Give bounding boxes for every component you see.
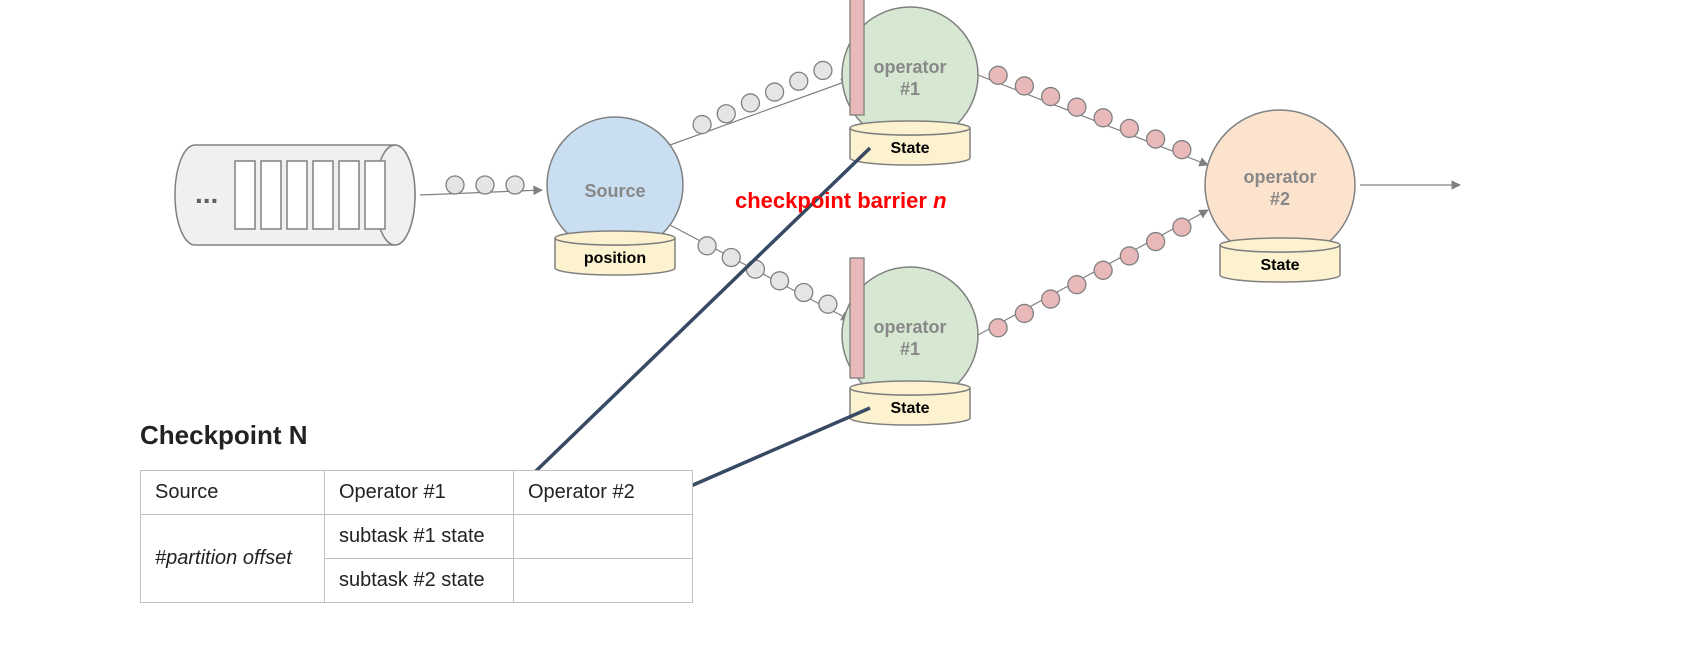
stream-dot	[790, 72, 808, 90]
empty-cell	[514, 559, 693, 603]
checkpoint-barrier	[850, 258, 864, 378]
partition-offset-cell: #partition offset	[141, 515, 325, 603]
svg-text:position: position	[584, 250, 646, 267]
checkpoint-table: Source Operator #1 Operator #2 #partitio…	[140, 470, 693, 603]
stream-dot	[771, 272, 789, 290]
stream-dot	[693, 116, 711, 134]
queue-slot	[261, 161, 281, 229]
queue-slot	[339, 161, 359, 229]
svg-text:operator: operator	[873, 57, 946, 77]
subtask-1-cell: subtask #1 state	[325, 515, 514, 559]
stream-dot	[989, 319, 1007, 337]
svg-text:State: State	[1260, 257, 1299, 274]
edge	[670, 80, 850, 145]
stream-dot	[722, 249, 740, 267]
stream-dot	[795, 284, 813, 302]
stream-dot	[766, 83, 784, 101]
stream-dot	[1094, 261, 1112, 279]
subtask-2-cell: subtask #2 state	[325, 559, 514, 603]
stream-dot	[1015, 77, 1033, 95]
table-row: Source Operator #1 Operator #2	[141, 471, 693, 515]
table-row: #partition offset subtask #1 state	[141, 515, 693, 559]
stream-dot	[1042, 290, 1060, 308]
checkpoint-barrier	[850, 0, 864, 115]
stream-dot	[1094, 109, 1112, 127]
stream-dot	[1120, 247, 1138, 265]
stream-dot	[741, 94, 759, 112]
checkpoint-barrier-label: checkpoint barrier n	[735, 188, 947, 214]
stream-dot	[446, 176, 464, 194]
checkpoint-title: Checkpoint N	[140, 420, 308, 451]
stream-dot	[989, 66, 1007, 84]
stream-dot	[1147, 233, 1165, 251]
stream-dot	[1173, 141, 1191, 159]
stream-dot	[819, 295, 837, 313]
svg-text:#1: #1	[900, 79, 920, 99]
col-op1: Operator #1	[325, 471, 514, 515]
stream-dot	[814, 61, 832, 79]
col-source: Source	[141, 471, 325, 515]
stream-dot	[1068, 98, 1086, 116]
stream-dot	[1147, 130, 1165, 148]
stream-dot	[1042, 88, 1060, 106]
stream-dot	[1015, 304, 1033, 322]
queue-ellipsis: ...	[195, 178, 218, 209]
barrier-label-text: checkpoint barrier n	[735, 188, 947, 213]
svg-text:operator: operator	[1243, 167, 1316, 187]
svg-text:State: State	[890, 140, 929, 157]
queue-slot	[287, 161, 307, 229]
stream-dot	[476, 176, 494, 194]
queue-slot	[313, 161, 333, 229]
svg-text:#1: #1	[900, 339, 920, 359]
stream-dot	[1173, 218, 1191, 236]
svg-text:#2: #2	[1270, 189, 1290, 209]
stream-dot	[1120, 119, 1138, 137]
stream-dot	[1068, 276, 1086, 294]
stream-dot	[506, 176, 524, 194]
stream-dot	[717, 105, 735, 123]
col-op2: Operator #2	[514, 471, 693, 515]
empty-cell	[514, 515, 693, 559]
stream-dot	[698, 237, 716, 255]
svg-text:operator: operator	[873, 317, 946, 337]
queue-slot	[365, 161, 385, 229]
svg-text:State: State	[890, 400, 929, 417]
queue-slot	[235, 161, 255, 229]
svg-text:Source: Source	[584, 181, 645, 201]
